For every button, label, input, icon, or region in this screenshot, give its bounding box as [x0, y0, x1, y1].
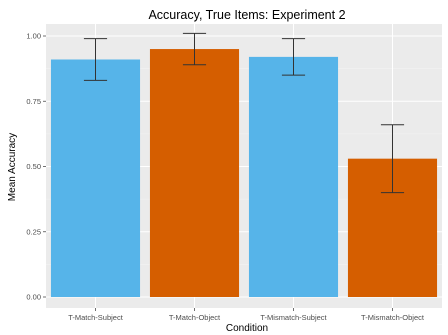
x-tick-label: T-Match-Subject [68, 313, 124, 322]
y-tick-label: 0.25 [26, 227, 41, 236]
error-bar-t-match-subject [83, 38, 108, 81]
y-axis-title: Mean Accuracy [7, 133, 18, 201]
bar-t-match-object [149, 49, 240, 297]
chart-title: Accuracy, True Items: Experiment 2 [148, 8, 345, 22]
x-axis-title: Condition [226, 323, 268, 334]
x-tick-label: T-Mismatch-Object [361, 313, 425, 322]
x-axis: T-Match-Subject T-Match-Object T-Mismatch-… [68, 308, 425, 322]
error-bar-t-mismatch-object [380, 124, 405, 194]
error-bar-t-match-object [182, 32, 207, 66]
y-axis: 0.00 0.25 0.50 0.75 1.00 [26, 32, 46, 302]
error-bar-t-mismatch-subject [281, 38, 306, 76]
x-tick-label: T-Match-Object [169, 313, 221, 322]
x-tick-label: T-Mismatch-Subject [260, 313, 327, 322]
bar-t-mismatch-subject [248, 56, 339, 297]
y-tick-label: 0.50 [26, 162, 41, 171]
bar-t-match-subject [50, 59, 141, 297]
y-tick-label: 0.00 [26, 293, 41, 302]
y-tick-label: 0.75 [26, 97, 41, 106]
error-bars [83, 32, 405, 194]
y-tick-label: 1.00 [26, 32, 41, 41]
